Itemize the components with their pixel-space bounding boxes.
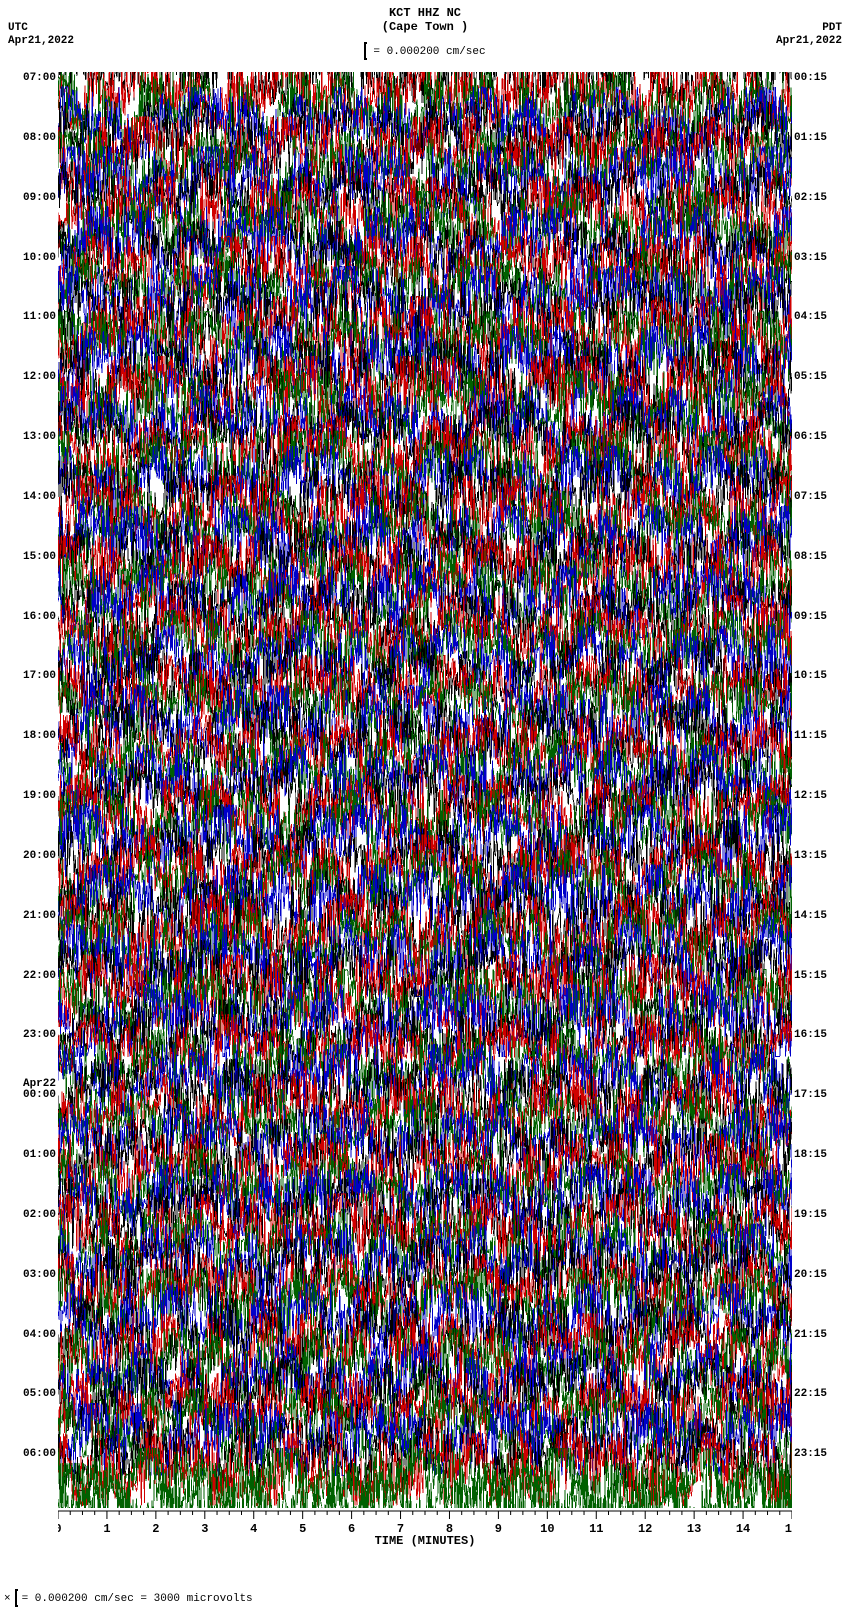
x-tick-label: 12 — [638, 1522, 652, 1534]
x-tick-label: 13 — [687, 1522, 701, 1534]
pdt-time-label: 06:15 — [794, 432, 844, 443]
station-title-line1: KCT HHZ NC — [0, 6, 850, 20]
footer-scale: × = 0.000200 cm/sec = 3000 microvolts — [4, 1589, 253, 1607]
pdt-time-label: 04:15 — [794, 312, 844, 323]
x-tick-label: 2 — [152, 1522, 159, 1534]
utc-time-label: 18:00 — [6, 731, 56, 742]
utc-time-label: 08:00 — [6, 133, 56, 144]
pdt-time-label: 03:15 — [794, 253, 844, 264]
station-title-line2: (Cape Town ) — [0, 20, 850, 34]
utc-time-label: 01:00 — [6, 1150, 56, 1161]
utc-time-label: 06:00 — [6, 1449, 56, 1460]
utc-time-label: 12:00 — [6, 372, 56, 383]
x-tick-label: 10 — [540, 1522, 554, 1534]
pdt-time-label: 15:15 — [794, 971, 844, 982]
pdt-time-label: 11:15 — [794, 731, 844, 742]
utc-time-label: Apr2200:00 — [6, 1079, 56, 1101]
utc-time-label: 03:00 — [6, 1270, 56, 1281]
tz-left-label: UTC — [8, 22, 74, 35]
utc-time-label: 11:00 — [6, 312, 56, 323]
footer-prefix: × — [4, 1593, 11, 1605]
pdt-time-label: 09:15 — [794, 612, 844, 623]
pdt-time-label: 13:15 — [794, 851, 844, 862]
tz-right-label: PDT — [776, 22, 842, 35]
pdt-time-label: 08:15 — [794, 552, 844, 563]
pdt-time-label: 10:15 — [794, 671, 844, 682]
x-axis: 0123456789101112131415 TIME (MINUTES) — [58, 1510, 792, 1560]
x-axis-svg: 0123456789101112131415 — [58, 1510, 792, 1534]
helicorder-plot — [58, 72, 792, 1508]
x-tick-label: 7 — [397, 1522, 404, 1534]
utc-time-label: 22:00 — [6, 971, 56, 982]
station-title: KCT HHZ NC (Cape Town ) — [0, 6, 850, 34]
x-tick-label: 15 — [785, 1522, 792, 1534]
x-tick-label: 8 — [446, 1522, 453, 1534]
time-marker: 00:00 — [6, 1090, 56, 1101]
utc-time-label: 04:00 — [6, 1330, 56, 1341]
pdt-time-label: 01:15 — [794, 133, 844, 144]
x-tick-label: 6 — [348, 1522, 355, 1534]
utc-time-label: 17:00 — [6, 671, 56, 682]
utc-time-label: 14:00 — [6, 492, 56, 503]
x-tick-label: 1 — [103, 1522, 110, 1534]
pdt-time-label: 18:15 — [794, 1150, 844, 1161]
utc-time-label: 19:00 — [6, 791, 56, 802]
pdt-time-label: 20:15 — [794, 1270, 844, 1281]
pdt-time-label: 14:15 — [794, 911, 844, 922]
utc-time-label: 13:00 — [6, 432, 56, 443]
x-tick-label: 9 — [495, 1522, 502, 1534]
utc-time-label: 07:00 — [6, 73, 56, 84]
pdt-time-label: 00:15 — [794, 73, 844, 84]
pdt-time-label: 17:15 — [794, 1090, 844, 1101]
pdt-time-label: 12:15 — [794, 791, 844, 802]
helicorder-svg — [58, 72, 792, 1508]
utc-time-label: 05:00 — [6, 1389, 56, 1400]
x-tick-label: 0 — [58, 1522, 62, 1534]
pdt-time-label: 02:15 — [794, 193, 844, 204]
pdt-time-label: 22:15 — [794, 1389, 844, 1400]
x-tick-label: 4 — [250, 1522, 257, 1534]
pdt-time-label: 16:15 — [794, 1030, 844, 1041]
x-tick-label: 14 — [736, 1522, 750, 1534]
utc-time-label: 20:00 — [6, 851, 56, 862]
pdt-time-label: 19:15 — [794, 1210, 844, 1221]
utc-time-label: 15:00 — [6, 552, 56, 563]
x-axis-title: TIME (MINUTES) — [58, 1534, 792, 1548]
scale-bar-icon — [364, 42, 367, 60]
footer-text: = 0.000200 cm/sec = 3000 microvolts — [22, 1593, 253, 1605]
pdt-time-label: 05:15 — [794, 372, 844, 383]
utc-time-label: 10:00 — [6, 253, 56, 264]
footer-bar-icon — [15, 1589, 18, 1607]
helicorder-page: KCT HHZ NC (Cape Town ) UTC Apr21,2022 P… — [0, 0, 850, 1613]
scale-note: = 0.000200 cm/sec — [0, 42, 850, 60]
y-axis-left: 07:00 08:00 09:00 10:00 11:00 12:00 13:00 14:00… — [6, 72, 56, 1508]
x-tick-label: 3 — [201, 1522, 208, 1534]
utc-time-label: 09:00 — [6, 193, 56, 204]
scale-note-text: = 0.000200 cm/sec — [373, 46, 485, 58]
x-tick-label: 11 — [589, 1522, 603, 1534]
utc-time-label: 23:00 — [6, 1030, 56, 1041]
utc-time-label: 02:00 — [6, 1210, 56, 1221]
pdt-time-label: 07:15 — [794, 492, 844, 503]
utc-time-label: 21:00 — [6, 911, 56, 922]
utc-time-label: 16:00 — [6, 612, 56, 623]
pdt-time-label: 21:15 — [794, 1330, 844, 1341]
x-tick-label: 5 — [299, 1522, 306, 1534]
pdt-time-label: 23:15 — [794, 1449, 844, 1460]
y-axis-right: 00:15 01:15 02:15 03:15 04:15 05:15 06:15 07:15… — [794, 72, 844, 1508]
